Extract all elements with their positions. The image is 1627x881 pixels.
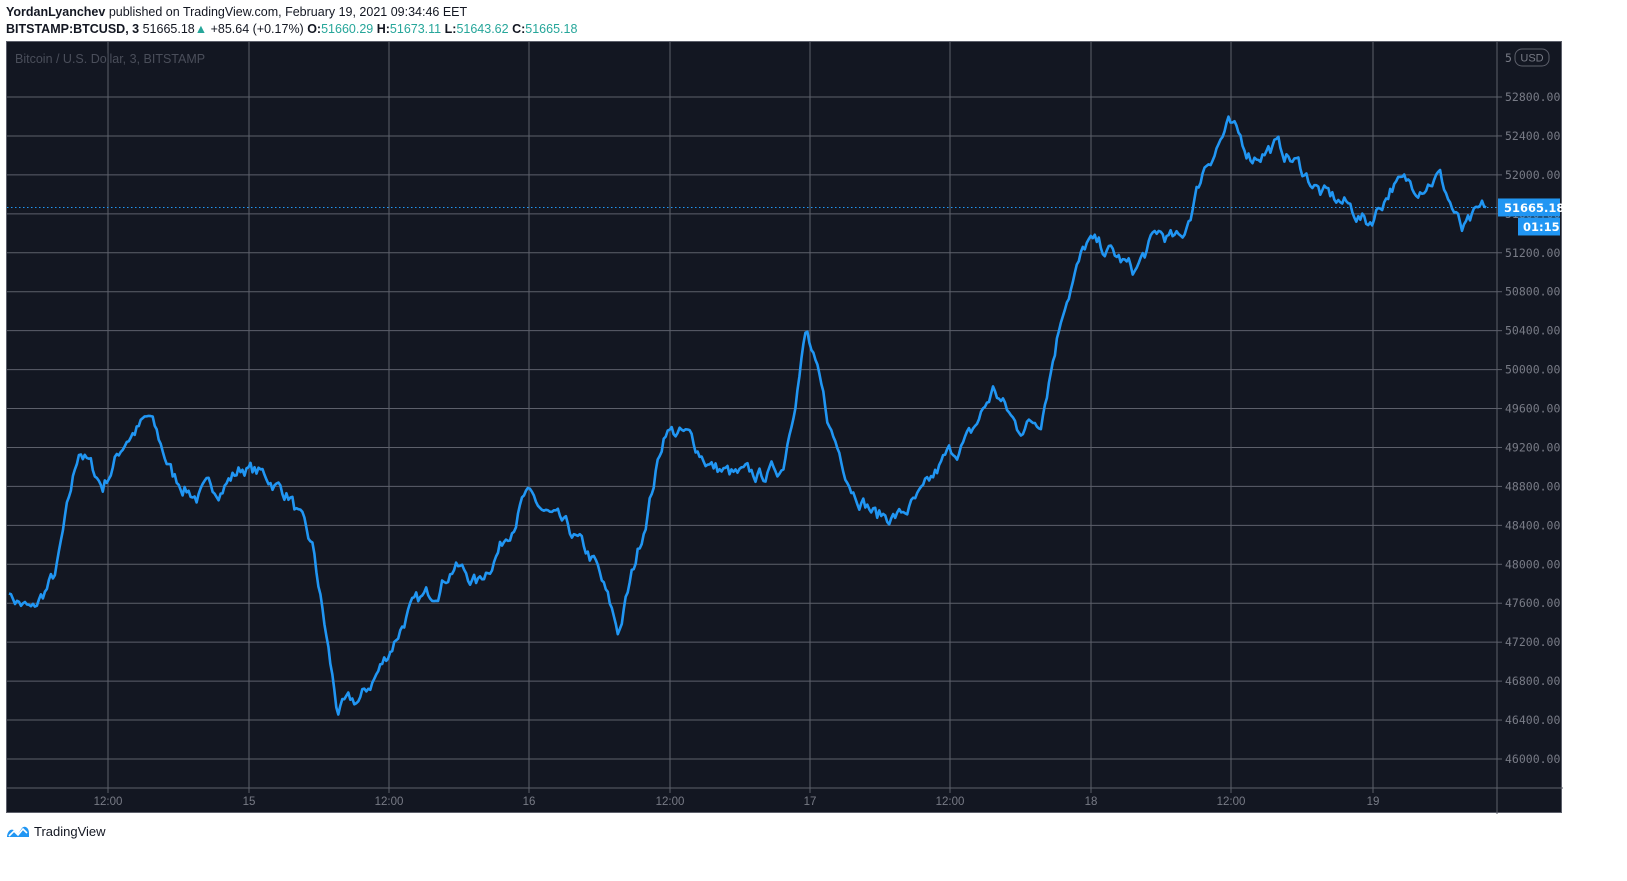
- countdown-badge: [1518, 217, 1560, 236]
- tradingview-logo-icon: [7, 826, 29, 837]
- x-axis-label: 12:00: [375, 796, 404, 808]
- y-axis-label: 49200.00: [1505, 440, 1560, 454]
- y-axis-label: 50000.00: [1505, 363, 1560, 377]
- y-axis-label: 47200.00: [1505, 635, 1560, 649]
- y-axis-label: 51200.00: [1505, 246, 1560, 260]
- high-label: H:: [376, 22, 390, 36]
- x-axis-label: 12:00: [1217, 796, 1246, 808]
- last-price-text: 51665.18: [1504, 201, 1563, 215]
- publish-line: YordanLyanchev published on TradingView.…: [6, 4, 577, 21]
- chart-watermark: Bitcoin / U.S. Dollar, 3, BITSTAMP: [15, 52, 205, 66]
- x-axis-label: 15: [243, 796, 256, 808]
- last-price-badge: [1498, 198, 1560, 217]
- x-axis-label: 16: [523, 796, 536, 808]
- close-label: C:: [512, 22, 526, 36]
- price-line: [8, 115, 1487, 716]
- price-change: +85.64 (+0.17%): [210, 22, 304, 36]
- currency-badge-text: USD: [1520, 53, 1543, 65]
- low-label: L:: [444, 22, 457, 36]
- chart-header: YordanLyanchev published on TradingView.…: [6, 4, 577, 38]
- high-value: 51673.11: [389, 22, 442, 36]
- y-axis-label: 50400.00: [1505, 324, 1560, 338]
- price-chart[interactable]: 52800.0052400.0052000.0051600.0051200.00…: [6, 41, 1563, 814]
- chart-canvas[interactable]: 52800.0052400.0052000.0051600.0051200.00…: [7, 42, 1563, 814]
- open-label: O:: [307, 22, 322, 36]
- footer: TradingView: [6, 822, 106, 840]
- x-axis-label: 17: [804, 796, 817, 808]
- y-axis-label: 52800.00: [1505, 90, 1560, 104]
- publish-info: published on TradingView.com, February 1…: [105, 5, 468, 19]
- symbol-label: BITSTAMP:BTCUSD, 3: [6, 22, 140, 36]
- close-value: 51665.18: [525, 22, 578, 36]
- y-axis-label: 48800.00: [1505, 479, 1560, 493]
- x-axis-label: 19: [1367, 796, 1380, 808]
- x-axis-label: 12:00: [936, 796, 965, 808]
- x-axis-label: 12:00: [94, 796, 123, 808]
- tradingview-brand[interactable]: TradingView: [34, 823, 106, 839]
- currency-badge[interactable]: [1514, 48, 1550, 67]
- last-price: 51665.18: [142, 22, 195, 36]
- x-axis-label: 18: [1085, 796, 1098, 808]
- y-axis-label: 52400.00: [1505, 129, 1560, 143]
- countdown-text: 01:15: [1523, 220, 1560, 234]
- y-axis-label: 48400.00: [1505, 518, 1560, 532]
- y-axis-label: 46400.00: [1505, 713, 1560, 727]
- x-axis-label: 12:00: [656, 796, 685, 808]
- open-value: 51660.29: [321, 22, 374, 36]
- ohlc-line: BITSTAMP:BTCUSD, 3 51665.18▲ +85.64 (+0.…: [6, 21, 577, 38]
- y-axis-label: 47600.00: [1505, 596, 1560, 610]
- low-value: 51643.62: [456, 22, 509, 36]
- y-axis-label: 46800.00: [1505, 674, 1560, 688]
- y-axis-label: 46000.00: [1505, 752, 1560, 766]
- up-arrow-icon: ▲: [194, 22, 208, 36]
- y-axis-label: 50800.00: [1505, 285, 1560, 299]
- y-axis-label: 52000.00: [1505, 168, 1560, 182]
- author-name[interactable]: YordanLyanchev: [6, 5, 106, 19]
- y-axis-label: 48000.00: [1505, 557, 1560, 571]
- y-axis-label: 49600.00: [1505, 402, 1560, 416]
- svg-text:5: 5: [1505, 51, 1512, 65]
